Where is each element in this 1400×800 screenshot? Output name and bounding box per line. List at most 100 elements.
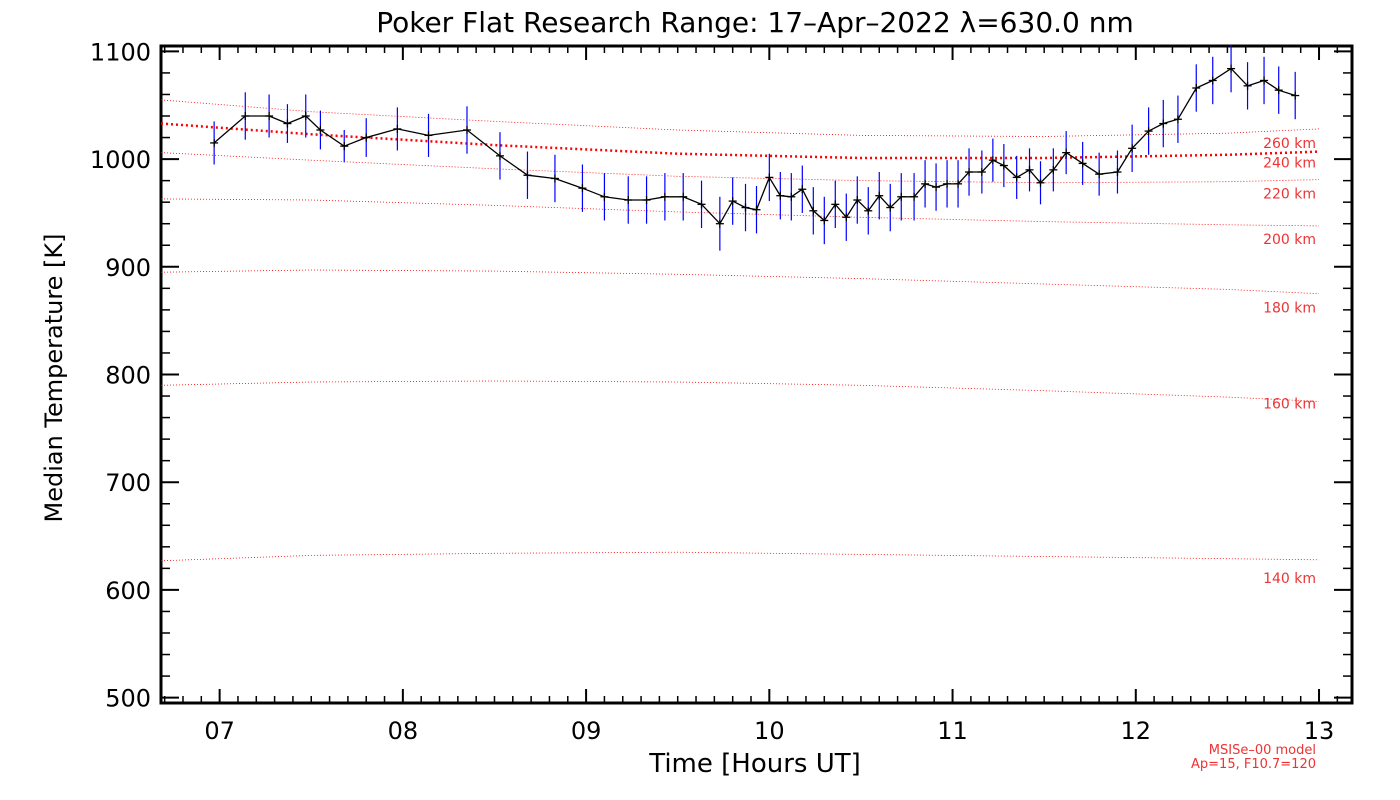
data-point: [241, 112, 250, 121]
data-point: [523, 171, 532, 180]
y-tick-label: 800: [105, 362, 151, 390]
data-point: [831, 200, 840, 209]
data-point: [1128, 144, 1137, 153]
data-point: [1291, 91, 1300, 100]
data-point: [932, 183, 941, 192]
x-tick-label: 09: [571, 717, 602, 745]
data-point: [897, 192, 906, 201]
model-curve-label: 140 km: [1263, 571, 1316, 587]
data-point: [1062, 148, 1071, 157]
data-point: [1243, 81, 1252, 90]
data-point: [1078, 159, 1087, 168]
y-axis-label: Median Temperature [K]: [40, 233, 68, 522]
data-point: [1095, 170, 1104, 179]
data-point: [875, 191, 884, 200]
model-curve-220km: [160, 152, 1320, 184]
x-tick-label: 12: [1121, 717, 1152, 745]
data-point: [283, 119, 292, 128]
model-curve-260km: [160, 99, 1320, 137]
data-point: [362, 133, 371, 142]
model-curve-label: 200 km: [1263, 232, 1316, 248]
data-point: [1113, 168, 1122, 177]
data-point: [660, 192, 669, 201]
model-curve-140km: [160, 551, 1320, 562]
data-point: [462, 126, 471, 135]
x-tick-label: 10: [754, 717, 785, 745]
model-curve-160km: [160, 380, 1320, 402]
data-point: [809, 206, 818, 215]
data-point: [741, 203, 750, 212]
model-curve-200km: [160, 198, 1320, 227]
data-point: [697, 200, 706, 209]
data-point: [965, 168, 974, 177]
data-point: [210, 138, 219, 147]
data-point: [820, 216, 829, 225]
data-point: [954, 179, 963, 188]
data-point: [765, 173, 774, 182]
y-tick-label: 500: [105, 685, 151, 713]
data-point: [1274, 86, 1283, 95]
data-point: [340, 142, 349, 151]
data-point: [1012, 173, 1021, 182]
temperature-series: [210, 44, 1300, 251]
data-point: [1192, 84, 1201, 93]
axis-ticks: 07 08 09 10 11 12 13 500 600 700 800 900 1000 1100: [90, 38, 1352, 745]
data-point: [999, 161, 1008, 170]
data-point: [424, 131, 433, 140]
data-point: [1049, 165, 1058, 174]
data-point: [642, 196, 651, 205]
model-curves: 140 km 160 km 180 km 200 km 220 km 240 km 260 …: [160, 99, 1320, 587]
chart-title: Poker Flat Research Range: 17–Apr–2022 λ…: [376, 6, 1134, 39]
data-point: [1025, 165, 1034, 174]
model-curve-label: 180 km: [1263, 301, 1316, 317]
data-point: [600, 192, 609, 201]
model-curve-label: 220 km: [1263, 187, 1316, 203]
data-point: [1173, 115, 1182, 124]
y-tick-label: 1000: [90, 146, 151, 174]
data-point: [1227, 64, 1236, 73]
data-point: [728, 197, 737, 206]
data-point: [977, 168, 986, 177]
data-point: [578, 184, 587, 193]
y-tick-label: 900: [105, 254, 151, 282]
model-curve-240km: [160, 122, 1320, 160]
data-point: [624, 196, 633, 205]
data-point: [316, 126, 325, 135]
data-point: [752, 205, 761, 214]
data-point: [1036, 178, 1045, 187]
data-point: [776, 191, 785, 200]
x-tick-label: 08: [388, 717, 419, 745]
y-tick-label: 600: [105, 577, 151, 605]
data-point: [393, 124, 402, 133]
data-point: [1159, 119, 1168, 128]
data-point: [1208, 76, 1217, 85]
model-note-line1: MSISe–00 model: [1209, 743, 1316, 758]
y-tick-label: 1100: [90, 38, 151, 66]
data-point: [910, 192, 919, 201]
data-point: [1260, 76, 1269, 85]
model-curve-label: 260 km: [1263, 136, 1316, 152]
data-point: [853, 196, 862, 205]
data-point: [715, 219, 724, 228]
data-point: [921, 179, 930, 188]
data-point: [842, 213, 851, 222]
data-point: [679, 192, 688, 201]
x-axis-label: Time [Hours UT]: [648, 749, 861, 779]
data-point: [495, 151, 504, 160]
data-point: [550, 174, 559, 183]
y-tick-label: 700: [105, 469, 151, 497]
x-tick-label: 13: [1304, 717, 1335, 745]
plot-frame: [159, 44, 1354, 705]
model-curve-label: 160 km: [1263, 397, 1316, 413]
data-point: [1144, 127, 1153, 136]
data-point: [798, 185, 807, 194]
series-line: [213, 67, 1296, 225]
model-curve-label: 240 km: [1263, 155, 1316, 171]
data-point: [301, 112, 310, 121]
data-point: [864, 206, 873, 215]
model-note-line2: Ap=15, F10.7=120: [1191, 757, 1316, 772]
model-curve-180km: [160, 269, 1320, 295]
x-tick-label: 07: [204, 717, 235, 745]
x-tick-label: 11: [937, 717, 968, 745]
